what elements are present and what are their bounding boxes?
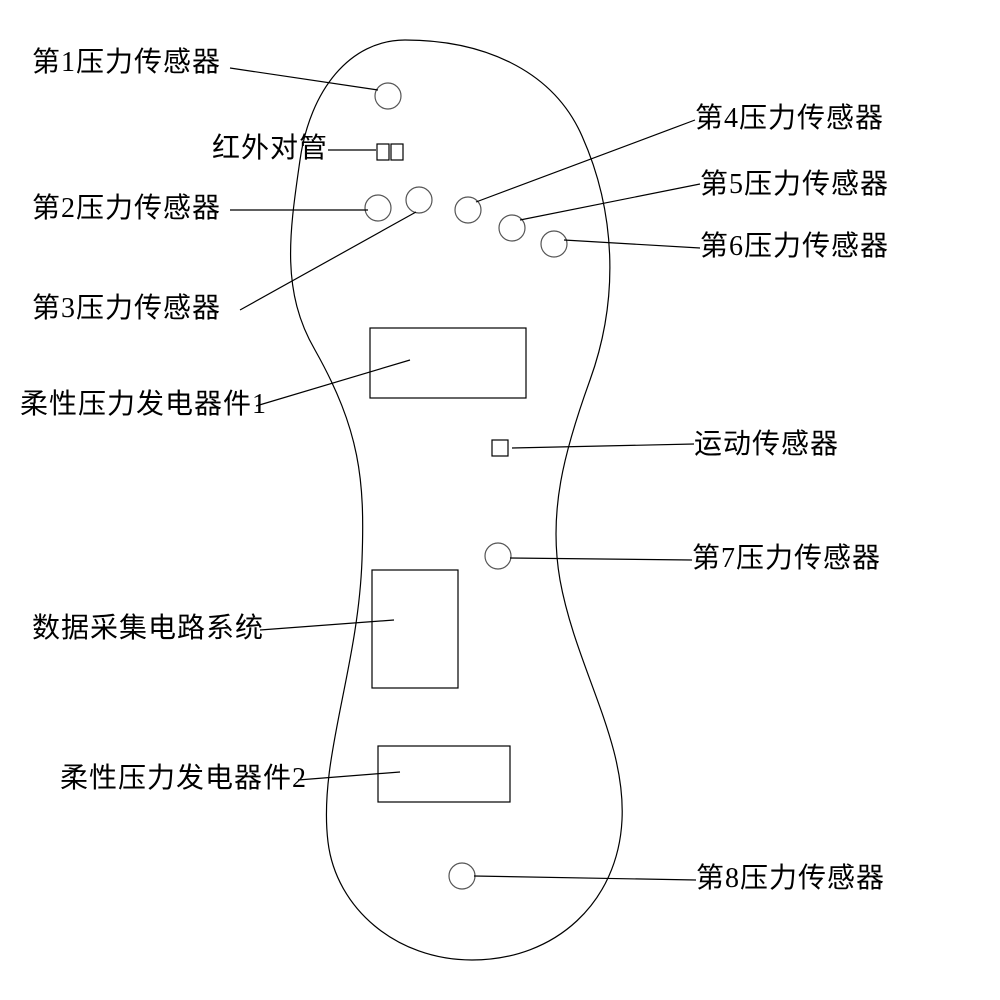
label-ir: 红外对管 xyxy=(212,132,328,166)
ps5-marker xyxy=(499,215,525,241)
ps4-marker xyxy=(455,197,481,223)
label-ps1: 第1压力传感器 xyxy=(32,46,221,80)
label-ps5: 第5压力传感器 xyxy=(700,168,889,202)
ir-marker-a xyxy=(377,144,389,160)
leader-ps6 xyxy=(564,240,700,248)
label-daq: 数据采集电路系统 xyxy=(32,612,264,646)
daq-marker xyxy=(372,570,458,688)
leader-ps7 xyxy=(510,558,692,560)
label-ps4: 第4压力传感器 xyxy=(695,102,884,136)
leader-gen2 xyxy=(298,772,400,780)
motion-marker xyxy=(492,440,508,456)
leader-ps3 xyxy=(240,212,416,310)
insole-outline xyxy=(291,40,623,960)
label-gen1: 柔性压力发电器件1 xyxy=(20,388,267,422)
ps1-marker xyxy=(375,83,401,109)
gen1-marker xyxy=(370,328,526,398)
label-gen2: 柔性压力发电器件2 xyxy=(60,762,307,796)
label-ps6: 第6压力传感器 xyxy=(700,230,889,264)
label-ps8: 第8压力传感器 xyxy=(696,862,885,896)
ps8-marker xyxy=(449,863,475,889)
ps3-marker xyxy=(406,187,432,213)
label-ps3: 第3压力传感器 xyxy=(32,292,221,326)
leader-motion xyxy=(512,444,694,448)
ps6-marker xyxy=(541,231,567,257)
label-ps2: 第2压力传感器 xyxy=(32,192,221,226)
leader-ps1 xyxy=(230,68,378,90)
leader-daq xyxy=(260,620,394,630)
ps2-marker xyxy=(365,195,391,221)
ps7-marker xyxy=(485,543,511,569)
leader-ps5 xyxy=(520,184,700,220)
label-motion: 运动传感器 xyxy=(694,428,839,462)
ir-marker-b xyxy=(391,144,403,160)
label-ps7: 第7压力传感器 xyxy=(692,542,881,576)
leader-gen1 xyxy=(256,360,410,406)
leader-ps4 xyxy=(476,120,695,202)
gen2-marker xyxy=(378,746,510,802)
leader-ps8 xyxy=(474,876,696,880)
